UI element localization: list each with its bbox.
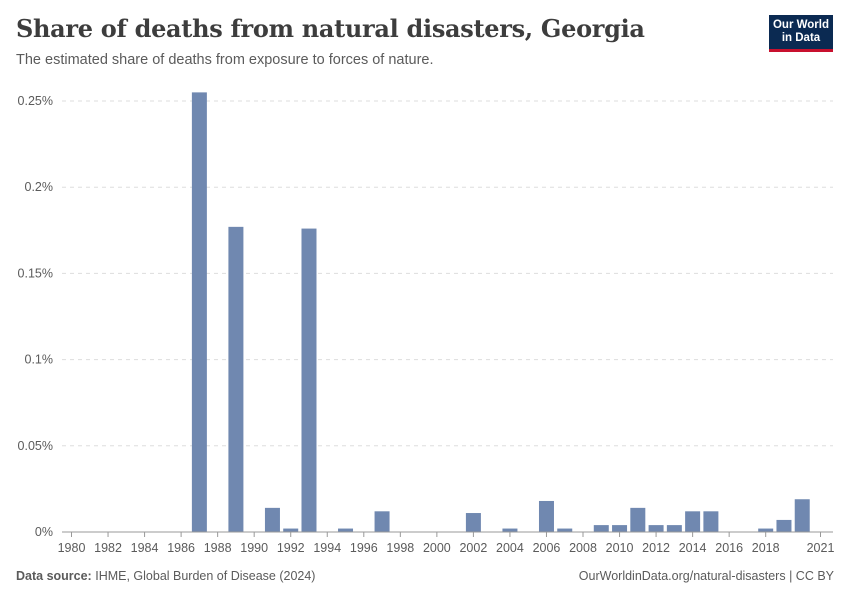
bar-1991[interactable] xyxy=(264,507,280,532)
y-tick-label: 0.05% xyxy=(18,439,53,453)
bars xyxy=(191,92,810,533)
chart-subtitle: The estimated share of deaths from expos… xyxy=(16,52,434,68)
bar-1989[interactable] xyxy=(228,226,244,533)
x-tick-label: 1984 xyxy=(131,541,159,555)
bar-1987[interactable] xyxy=(191,92,207,532)
x-tick-label: 2016 xyxy=(715,541,743,555)
data-source-text: IHME, Global Burden of Disease (2024) xyxy=(95,569,316,583)
y-tick-label: 0.1% xyxy=(25,353,54,367)
x-tick-label: 2000 xyxy=(423,541,451,555)
owid-logo[interactable]: Our World in Data xyxy=(769,15,833,52)
logo-line-1: Our World xyxy=(772,19,829,31)
x-tick-label: 1996 xyxy=(350,541,378,555)
data-source: Data source: IHME, Global Burden of Dise… xyxy=(16,569,315,583)
x-tick-label: 2008 xyxy=(569,541,597,555)
x-tick-label: 2004 xyxy=(496,541,524,555)
x-tick-label: 2018 xyxy=(752,541,780,555)
x-tick-label: 1980 xyxy=(58,541,86,555)
bar-2011[interactable] xyxy=(630,507,646,532)
x-tick-label: 2012 xyxy=(642,541,670,555)
logo-line-2: in Data xyxy=(781,32,821,44)
bar-2002[interactable] xyxy=(465,513,481,532)
x-tick-label: 1982 xyxy=(94,541,122,555)
y-tick-label: 0.25% xyxy=(18,94,53,108)
y-tick-label: 0.15% xyxy=(18,266,53,280)
x-tick-label: 1994 xyxy=(313,541,341,555)
x-axis-ticks: 1980 1982 1984 1986 1988 1990 1992 1994 1996 1998… xyxy=(58,532,835,555)
x-tick-label: 2002 xyxy=(459,541,487,555)
x-tick-label: 1986 xyxy=(167,541,195,555)
bar-2014[interactable] xyxy=(685,511,701,532)
source-link[interactable]: OurWorldinData.org/natural-disasters | C… xyxy=(578,569,834,583)
bar-1997[interactable] xyxy=(374,511,390,532)
bar-2009[interactable] xyxy=(593,525,609,532)
bar-2010[interactable] xyxy=(612,525,628,532)
x-tick-label: 2014 xyxy=(679,541,707,555)
x-tick-label: 1992 xyxy=(277,541,305,555)
grid-lines xyxy=(62,100,833,447)
bar-1993[interactable] xyxy=(301,228,317,533)
bar-chart: 0%0.05%0.1%0.15%0.2%0.25% 1980 1982 1984 19… xyxy=(18,92,835,555)
y-tick-label: 0% xyxy=(35,525,53,539)
y-axis-labels: 0% 0.05% 0.1% 0.15% 0.2% 0.25% xyxy=(18,94,53,539)
x-tick-label: 2021 xyxy=(807,541,835,555)
x-tick-label: 2010 xyxy=(606,541,634,555)
bar-2015[interactable] xyxy=(703,511,719,532)
x-tick-label: 1990 xyxy=(240,541,268,555)
data-source-label: Data source: xyxy=(16,569,92,583)
bar-2012[interactable] xyxy=(648,525,664,532)
x-tick-label: 1988 xyxy=(204,541,232,555)
bar-2004[interactable] xyxy=(502,528,518,532)
bar-1995[interactable] xyxy=(338,528,354,532)
x-tick-label: 1998 xyxy=(386,541,414,555)
bar-2007[interactable] xyxy=(557,528,573,532)
x-tick-label: 2006 xyxy=(533,541,561,555)
bar-2006[interactable] xyxy=(538,500,554,532)
chart-title: Share of deaths from natural disasters, … xyxy=(16,14,645,43)
bar-2020[interactable] xyxy=(794,499,810,532)
y-tick-label: 0.2% xyxy=(25,180,54,194)
bar-2013[interactable] xyxy=(666,525,682,532)
bar-1992[interactable] xyxy=(283,528,299,532)
bar-2019[interactable] xyxy=(776,519,792,532)
bar-2018[interactable] xyxy=(758,528,774,532)
